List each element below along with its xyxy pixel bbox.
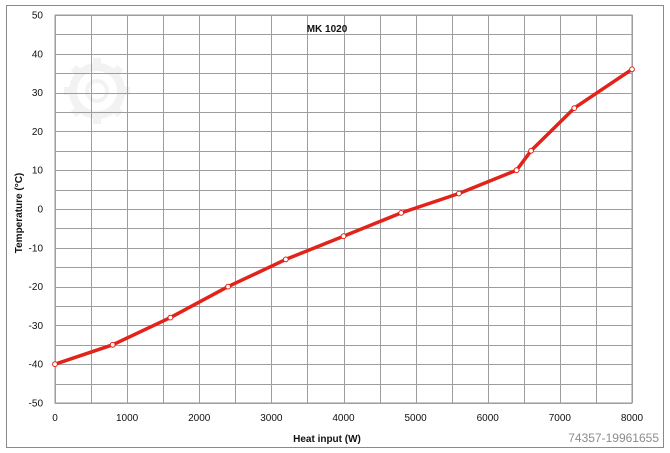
data-point — [456, 190, 462, 197]
data-point — [629, 66, 635, 73]
y-tick-label: 20 — [32, 127, 44, 138]
y-tick-label: 40 — [32, 49, 44, 60]
data-point — [528, 147, 534, 154]
chart-frame: 0 1000 2000 3000 4000 5000 6000 7000 8000 -50 -40 -… — [6, 5, 664, 448]
data-point — [398, 210, 405, 216]
gear-watermark-icon — [64, 58, 130, 124]
data-point — [513, 167, 520, 174]
x-tick-label: 4000 — [332, 413, 355, 424]
y-axis-title: Temperature (°C) — [14, 173, 25, 254]
series-line — [53, 67, 634, 366]
x-tick-label: 1000 — [116, 413, 139, 424]
y-tick-label: 10 — [32, 166, 44, 177]
x-axis-title: Heat input (W) — [293, 434, 361, 445]
data-point — [340, 233, 347, 240]
x-tick-label: 7000 — [549, 413, 572, 424]
y-tick-label: -50 — [29, 399, 44, 410]
x-tick-label: 5000 — [405, 413, 428, 424]
y-tick-label: 0 — [37, 205, 43, 216]
data-point — [109, 341, 116, 348]
series-layer — [52, 66, 635, 368]
tick-labels: 0 1000 2000 3000 4000 5000 6000 7000 8000 -50 -40 -… — [29, 11, 644, 425]
data-point — [571, 105, 578, 111]
y-tick-label: 30 — [32, 88, 44, 99]
grid-lines — [55, 15, 633, 404]
data-point — [167, 314, 174, 321]
x-tick-label: 2000 — [188, 413, 211, 424]
x-tick-label: 8000 — [621, 413, 644, 424]
data-point — [52, 361, 58, 368]
listing-id-watermark: 74357-19961655 — [566, 431, 661, 445]
y-tick-label: 50 — [32, 11, 44, 22]
data-point — [225, 283, 232, 290]
x-tick-label: 3000 — [260, 413, 283, 424]
temperature-chart: 0 1000 2000 3000 4000 5000 6000 7000 8000 -50 -40 -… — [14, 11, 644, 446]
x-tick-label: 6000 — [477, 413, 500, 424]
y-tick-label: -20 — [29, 282, 44, 293]
y-tick-label: -30 — [29, 321, 44, 332]
data-point — [282, 256, 289, 263]
y-tick-label: -10 — [29, 243, 44, 254]
chart-title: MK 1020 — [307, 24, 348, 35]
x-tick-label: 0 — [52, 413, 58, 424]
y-tick-label: -40 — [29, 360, 44, 371]
